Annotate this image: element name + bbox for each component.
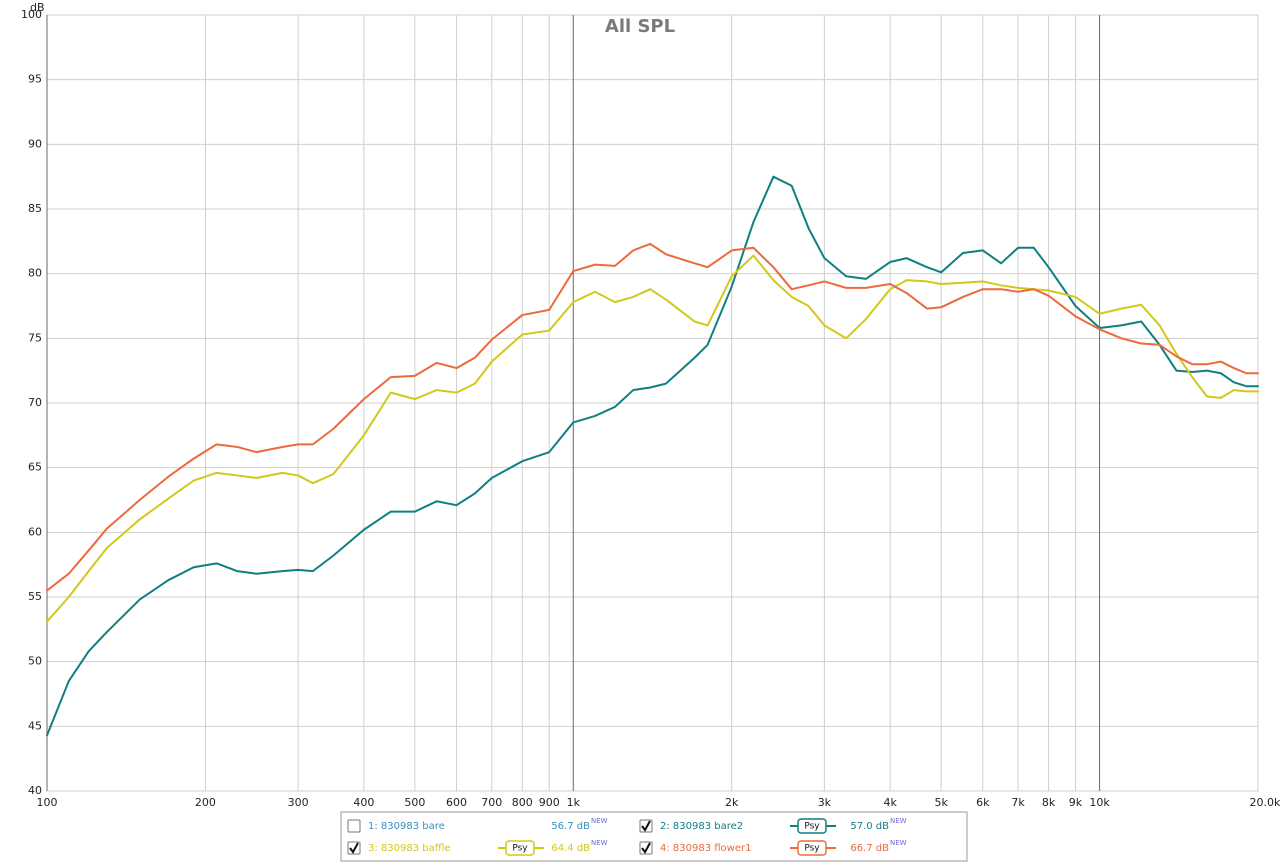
- chart-title: All SPL: [605, 16, 675, 37]
- x-tick-label: 200: [195, 796, 216, 809]
- x-tick-label: 500: [404, 796, 425, 809]
- legend: 1: 830983 bare 56.7 dB NEW 2: 830983 bare2 P…: [347, 817, 907, 856]
- grid: [46, 14, 1259, 792]
- legend-level: 57.0 dB: [850, 821, 889, 832]
- x-tick-label: 700: [481, 796, 502, 809]
- legend-checkmark: [349, 842, 359, 854]
- y-tick-label: 80: [28, 267, 42, 280]
- x-tick-label: 800: [512, 796, 533, 809]
- y-tick-label: 45: [28, 719, 42, 732]
- legend-level: 56.7 dB: [551, 821, 590, 832]
- legend-box: [340, 811, 968, 862]
- legend-level-tag: NEW: [591, 817, 608, 825]
- legend-checkmark: [641, 820, 651, 832]
- x-tick-label: 6k: [976, 796, 990, 809]
- legend-smoothing: Psy: [804, 822, 820, 832]
- y-tick-label: 85: [28, 202, 42, 215]
- legend-badge: [505, 840, 535, 856]
- legend-name: 1: 830983 bare: [368, 821, 445, 832]
- legend-name: 2: 830983 bare2: [660, 821, 743, 832]
- legend-checkmark: [641, 842, 651, 854]
- legend-level-tag: NEW: [890, 839, 907, 847]
- x-tick-label: 1k: [567, 796, 581, 809]
- x-tick-label: 20.0kHz: [1250, 796, 1280, 809]
- x-tick-label: 400: [353, 796, 374, 809]
- x-tick-label: 600: [446, 796, 467, 809]
- x-tick-label: 10k: [1089, 796, 1110, 809]
- y-tick-label: 65: [28, 461, 42, 474]
- x-tick-label: 3k: [818, 796, 832, 809]
- x-tick-label: 2k: [725, 796, 739, 809]
- legend-level-tag: NEW: [591, 839, 608, 847]
- legend-level: 66.7 dB: [850, 843, 889, 854]
- legend-level-tag: NEW: [890, 817, 907, 825]
- x-tick-label: 900: [539, 796, 560, 809]
- y-tick-label: 50: [28, 655, 42, 668]
- legend-name: 4: 830983 flower1: [660, 843, 751, 854]
- y-tick-label: 55: [28, 590, 42, 603]
- series-line: [46, 175, 1259, 737]
- x-tick-label: 300: [288, 796, 309, 809]
- y-tick-label: 90: [28, 137, 42, 150]
- x-tick-label: 7k: [1011, 796, 1025, 809]
- y-axis-label: dB: [30, 1, 45, 14]
- legend-name: 3: 830983 baffle: [368, 843, 451, 854]
- y-tick-label: 75: [28, 331, 42, 344]
- y-tick-label: 95: [28, 73, 42, 86]
- x-tick-label: 5k: [934, 796, 948, 809]
- legend-smoothing: Psy: [804, 844, 820, 854]
- y-tick-label: 70: [28, 396, 42, 409]
- x-tick-label: 9k: [1069, 796, 1083, 809]
- legend-checkbox[interactable]: [347, 819, 361, 833]
- legend-badge: [797, 818, 827, 834]
- y-tick-label: 40: [28, 784, 42, 797]
- curves: [46, 175, 1259, 737]
- legend-badge: [797, 840, 827, 856]
- x-tick-label: 4k: [883, 796, 897, 809]
- x-tick-label: 8k: [1042, 796, 1056, 809]
- legend-smoothing: Psy: [512, 844, 528, 854]
- legend-level: 64.4 dB: [551, 843, 590, 854]
- x-tick-label: 100: [37, 796, 58, 809]
- y-tick-label: 100: [21, 8, 42, 21]
- series-line: [46, 254, 1259, 623]
- series-line: [46, 242, 1259, 592]
- y-tick-label: 60: [28, 525, 42, 538]
